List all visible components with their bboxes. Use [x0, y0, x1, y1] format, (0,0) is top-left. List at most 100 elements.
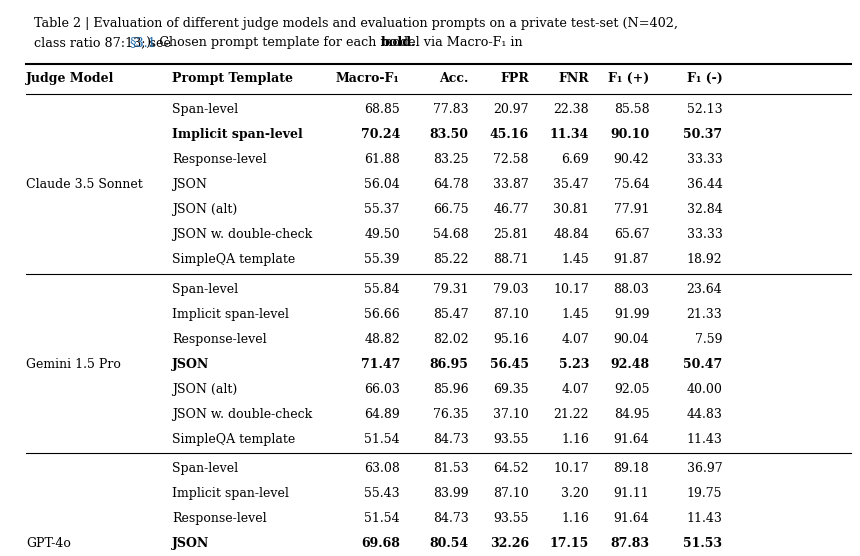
- Text: 69.68: 69.68: [361, 537, 400, 550]
- Text: Span-level: Span-level: [172, 103, 238, 116]
- Text: 86.95: 86.95: [430, 358, 469, 371]
- Text: 83.99: 83.99: [433, 487, 469, 500]
- Text: 85.22: 85.22: [433, 253, 469, 266]
- Text: Acc.: Acc.: [439, 72, 469, 85]
- Text: FNR: FNR: [558, 72, 589, 85]
- Text: JSON: JSON: [172, 358, 209, 371]
- Text: 33.87: 33.87: [493, 178, 529, 191]
- Text: 33.33: 33.33: [686, 228, 722, 241]
- Text: 80.54: 80.54: [430, 537, 469, 550]
- Text: 64.89: 64.89: [364, 408, 400, 421]
- Text: 11.34: 11.34: [550, 128, 589, 141]
- Text: 10.17: 10.17: [553, 282, 589, 296]
- Text: 84.95: 84.95: [614, 408, 649, 421]
- Text: 88.03: 88.03: [613, 282, 649, 296]
- Text: 91.11: 91.11: [613, 487, 649, 500]
- Text: Gemini 1.5 Pro: Gemini 1.5 Pro: [26, 358, 120, 371]
- Text: 75.64: 75.64: [614, 178, 649, 191]
- Text: 95.16: 95.16: [494, 332, 529, 346]
- Text: Response-level: Response-level: [172, 512, 267, 525]
- Text: §3.1: §3.1: [129, 36, 157, 49]
- Text: Macro-F₁: Macro-F₁: [336, 72, 400, 85]
- Text: 63.08: 63.08: [364, 462, 400, 475]
- Text: 44.83: 44.83: [686, 408, 722, 421]
- Text: bold.: bold.: [381, 36, 416, 49]
- Text: 11.43: 11.43: [686, 512, 722, 525]
- Text: 85.96: 85.96: [433, 383, 469, 396]
- Text: JSON w. double-check: JSON w. double-check: [172, 408, 312, 421]
- Text: JSON: JSON: [172, 537, 209, 550]
- Text: 21.33: 21.33: [686, 307, 722, 321]
- Text: 4.07: 4.07: [562, 332, 589, 346]
- Text: 82.02: 82.02: [433, 332, 469, 346]
- Text: 81.53: 81.53: [433, 462, 469, 475]
- Text: 91.99: 91.99: [614, 307, 649, 321]
- Text: 55.84: 55.84: [365, 282, 400, 296]
- Text: ). Chosen prompt template for each model via Macro-F₁ in: ). Chosen prompt template for each model…: [146, 36, 526, 49]
- Text: 77.91: 77.91: [614, 203, 649, 216]
- Text: 1.16: 1.16: [562, 512, 589, 525]
- Text: JSON (alt): JSON (alt): [172, 383, 237, 396]
- Text: 33.33: 33.33: [686, 153, 722, 166]
- Text: 48.82: 48.82: [364, 332, 400, 346]
- Text: 55.43: 55.43: [365, 487, 400, 500]
- Text: 30.81: 30.81: [553, 203, 589, 216]
- Text: 5.23: 5.23: [559, 358, 589, 371]
- Text: 87.10: 87.10: [493, 487, 529, 500]
- Text: 36.97: 36.97: [687, 462, 722, 475]
- Text: 46.77: 46.77: [494, 203, 529, 216]
- Text: F₁ (+): F₁ (+): [608, 72, 649, 85]
- Text: Response-level: Response-level: [172, 153, 267, 166]
- Text: 84.73: 84.73: [433, 512, 469, 525]
- Text: 20.97: 20.97: [494, 103, 529, 116]
- Text: 18.92: 18.92: [687, 253, 722, 266]
- Text: Span-level: Span-level: [172, 462, 238, 475]
- Text: Judge Model: Judge Model: [26, 72, 114, 85]
- Text: 36.44: 36.44: [686, 178, 722, 191]
- Text: FPR: FPR: [501, 72, 529, 85]
- Text: 55.39: 55.39: [365, 253, 400, 266]
- Text: Span-level: Span-level: [172, 282, 238, 296]
- Text: 19.75: 19.75: [687, 487, 722, 500]
- Text: 4.07: 4.07: [562, 383, 589, 396]
- Text: Table 2 | Evaluation of different judge models and evaluation prompts on a priva: Table 2 | Evaluation of different judge …: [34, 17, 679, 29]
- Text: 71.47: 71.47: [360, 358, 400, 371]
- Text: 92.48: 92.48: [611, 358, 649, 371]
- Text: 22.38: 22.38: [554, 103, 589, 116]
- Text: 64.78: 64.78: [433, 178, 469, 191]
- Text: 54.68: 54.68: [433, 228, 469, 241]
- Text: 55.37: 55.37: [365, 203, 400, 216]
- Text: 77.83: 77.83: [433, 103, 469, 116]
- Text: 1.45: 1.45: [562, 253, 589, 266]
- Text: 79.03: 79.03: [494, 282, 529, 296]
- Text: 72.58: 72.58: [494, 153, 529, 166]
- Text: 3.20: 3.20: [562, 487, 589, 500]
- Text: 37.10: 37.10: [493, 408, 529, 421]
- Text: Claude 3.5 Sonnet: Claude 3.5 Sonnet: [26, 178, 143, 191]
- Text: 61.88: 61.88: [364, 153, 400, 166]
- Text: 11.43: 11.43: [686, 433, 722, 446]
- Text: 91.87: 91.87: [614, 253, 649, 266]
- Text: 1.16: 1.16: [562, 433, 589, 446]
- Text: 85.47: 85.47: [433, 307, 469, 321]
- Text: 91.64: 91.64: [613, 512, 649, 525]
- Text: Implicit span-level: Implicit span-level: [172, 307, 289, 321]
- Text: 52.13: 52.13: [687, 103, 722, 116]
- Text: 91.64: 91.64: [613, 433, 649, 446]
- Text: Implicit span-level: Implicit span-level: [172, 128, 303, 141]
- Text: 6.69: 6.69: [562, 153, 589, 166]
- Text: 21.22: 21.22: [554, 408, 589, 421]
- Text: SimpleQA template: SimpleQA template: [172, 253, 295, 266]
- Text: 83.50: 83.50: [430, 128, 469, 141]
- Text: 40.00: 40.00: [686, 383, 722, 396]
- Text: 49.50: 49.50: [365, 228, 400, 241]
- Text: Prompt Template: Prompt Template: [172, 72, 293, 85]
- Text: 56.45: 56.45: [490, 358, 529, 371]
- Text: 17.15: 17.15: [550, 537, 589, 550]
- Text: 50.47: 50.47: [683, 358, 722, 371]
- Text: class ratio 87:13; see: class ratio 87:13; see: [34, 36, 175, 49]
- Text: 50.37: 50.37: [684, 128, 722, 141]
- Text: 93.55: 93.55: [494, 433, 529, 446]
- Text: 90.10: 90.10: [610, 128, 649, 141]
- Text: 64.52: 64.52: [494, 462, 529, 475]
